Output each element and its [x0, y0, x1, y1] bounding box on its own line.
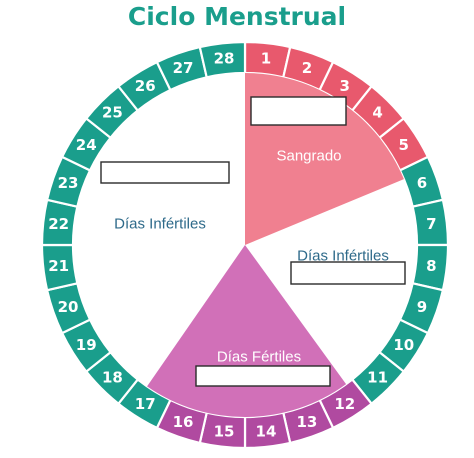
label-infertile-left: Días Infértiles: [114, 216, 206, 233]
day-number: 16: [173, 413, 194, 431]
day-number: 1: [261, 50, 271, 68]
answer-box-fertile[interactable]: [195, 365, 331, 387]
answer-boxes: [100, 96, 406, 387]
day-number: 5: [399, 136, 409, 154]
day-number: 27: [173, 59, 194, 77]
day-number: 18: [102, 369, 123, 387]
day-number: 23: [58, 174, 79, 192]
day-number: 21: [48, 257, 69, 275]
day-number: 10: [393, 336, 414, 354]
day-number: 2: [302, 59, 312, 77]
day-segment: 27: [155, 45, 209, 92]
day-number: 6: [417, 174, 427, 192]
day-number: 26: [135, 77, 156, 95]
day-number: 25: [102, 103, 123, 121]
day-segment: 21: [40, 243, 79, 292]
answer-box-bleeding[interactable]: [250, 96, 347, 126]
day-segment: 14: [243, 411, 292, 450]
day-number: 3: [340, 77, 350, 95]
diagram-title: Ciclo Menstrual: [127, 2, 347, 31]
day-number: 28: [214, 50, 235, 68]
day-segment: 24: [60, 116, 113, 172]
day-segment: 25: [84, 84, 140, 140]
day-number: 9: [417, 298, 427, 316]
day-number: 15: [214, 422, 235, 440]
day-number: 19: [76, 336, 97, 354]
day-number: 8: [426, 257, 436, 275]
day-number: 4: [372, 103, 382, 121]
answer-box-infertile-right[interactable]: [290, 261, 406, 285]
day-number: 24: [76, 136, 97, 154]
day-number: 13: [296, 413, 317, 431]
day-segment: 28: [198, 40, 247, 79]
label-infertile-right: Días Infértiles: [297, 248, 389, 265]
day-number: 11: [367, 369, 388, 387]
day-number: 12: [334, 395, 355, 413]
day-number: 20: [58, 298, 79, 316]
day-number: 17: [135, 395, 156, 413]
day-segment: 7: [411, 198, 450, 247]
day-number: 7: [426, 215, 436, 233]
day-segment: 12: [318, 377, 374, 430]
label-bleeding: Sangrado: [276, 148, 341, 165]
day-number: 14: [256, 422, 277, 440]
label-fertile: Días Fértiles: [217, 349, 301, 366]
day-number: 22: [48, 215, 69, 233]
answer-box-infertile-left[interactable]: [100, 161, 230, 184]
